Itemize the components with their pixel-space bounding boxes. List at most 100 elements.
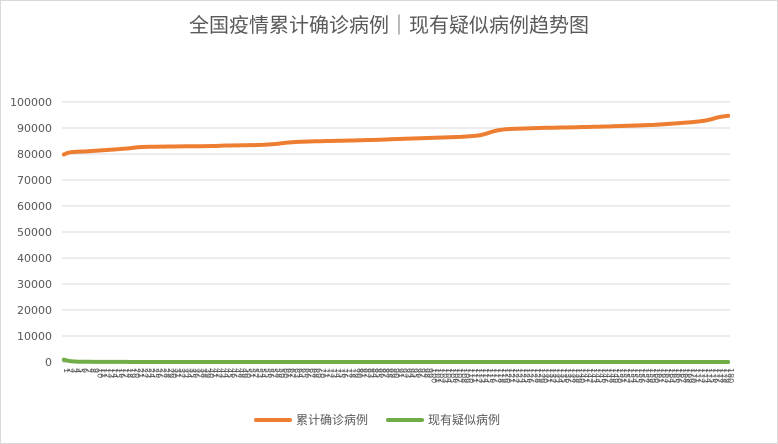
x-tick-label: 6 (80, 368, 89, 373)
x-tick-label: 81 (359, 368, 368, 378)
x-tick-label: 177 (715, 368, 724, 383)
x-tick-label: 170 (689, 368, 698, 383)
y-tick-label: 0 (45, 356, 52, 369)
x-tick-label: 113 (478, 368, 487, 383)
x-tick-label: 1 (62, 368, 71, 373)
x-tick-label: 86 (377, 368, 386, 378)
x-tick-label: 73 (329, 368, 338, 378)
x-tick-label: 161 (656, 368, 665, 383)
y-tick-label: 20000 (17, 304, 52, 317)
legend: 累计确诊病例 现有疑似病例 (254, 412, 500, 427)
x-tick-label: 97 (418, 368, 427, 378)
series-累计确诊病例 (61, 113, 731, 157)
x-tick-label: 65 (299, 368, 308, 378)
x-tick-label: 8 (88, 368, 97, 373)
x-tick-label: 9 (92, 368, 101, 373)
x-tick-label: 179 (722, 368, 731, 383)
x-tick-label: 140 (578, 368, 587, 383)
x-tick-label: 100 (429, 368, 438, 383)
x-tick-label: 19 (129, 368, 138, 378)
x-tick-label: 163 (663, 368, 672, 383)
x-tick-label: 101 (433, 368, 442, 383)
x-tick-label: 16 (118, 368, 127, 378)
x-tick-label: 88 (385, 368, 394, 378)
series-line (61, 113, 731, 157)
x-tick-label: 137 (567, 368, 576, 383)
x-tick-label: 165 (670, 368, 679, 383)
x-tick-label: 119 (500, 368, 509, 383)
x-tick-label: 141 (581, 368, 590, 383)
x-tick-label: 68 (311, 368, 320, 378)
x-tick-label: 110 (466, 368, 475, 383)
x-tick-label: 85 (374, 368, 383, 378)
x-tick-label: 129 (537, 368, 546, 383)
x-tick-label: 3 (69, 368, 78, 373)
x-tick-label: 47 (233, 368, 242, 378)
x-tick-label: 74 (333, 368, 342, 378)
x-tick-label: 132 (548, 368, 557, 383)
x-tick-label: 178 (719, 368, 728, 383)
x-tick-label: 154 (630, 368, 639, 383)
x-tick-label: 45 (225, 368, 234, 378)
x-tick-label: 118 (496, 368, 505, 383)
y-tick-label: 80000 (17, 148, 52, 161)
x-tick-label: 27 (158, 368, 167, 378)
x-tick-label: 26 (155, 368, 164, 378)
y-tick-label: 50000 (17, 226, 52, 239)
x-tick-label: 11 (99, 368, 108, 378)
x-tick-label: 38 (199, 368, 208, 378)
series-line (61, 357, 731, 364)
x-tick-label: 50 (244, 368, 253, 378)
x-tick-label: 138 (570, 368, 579, 383)
x-tick-label: 49 (240, 368, 249, 378)
x-tick-label: 139 (574, 368, 583, 383)
x-tick-label: 21 (136, 368, 145, 378)
x-tick-label: 33 (181, 368, 190, 378)
x-tick-label: 89 (388, 368, 397, 378)
x-tick-label: 79 (351, 368, 360, 378)
x-tick-label: 121 (507, 368, 516, 383)
x-tick-label: 159 (648, 368, 657, 383)
x-tick-label: 82 (362, 368, 371, 378)
x-tick-label: 90 (392, 368, 401, 378)
x-axis-ticks: 1234567891011121314151617181920212223242… (62, 368, 735, 383)
x-tick-label: 162 (659, 368, 668, 383)
y-tick-label: 60000 (17, 200, 52, 213)
x-tick-label: 39 (203, 368, 212, 378)
series-现有疑似病例 (61, 357, 731, 364)
x-tick-label: 40 (207, 368, 216, 378)
x-tick-label: 32 (177, 368, 186, 378)
x-tick-label: 171 (693, 368, 702, 383)
x-tick-label: 12 (103, 368, 112, 378)
x-tick-label: 169 (685, 368, 694, 383)
x-tick-label: 134 (555, 368, 564, 383)
x-tick-label: 64 (296, 368, 305, 378)
x-tick-label: 77 (344, 368, 353, 378)
x-tick-label: 108 (459, 368, 468, 383)
x-tick-label: 61 (285, 368, 294, 378)
x-tick-label: 55 (262, 368, 271, 378)
x-tick-label: 133 (552, 368, 561, 383)
x-tick-label: 30 (169, 368, 178, 378)
x-tick-label: 166 (674, 368, 683, 383)
x-tick-label: 112 (474, 368, 483, 383)
x-tick-label: 53 (255, 368, 264, 378)
x-tick-label: 44 (221, 368, 230, 378)
x-tick-label: 24 (147, 368, 156, 378)
x-tick-label: 156 (637, 368, 646, 383)
x-tick-label: 173 (700, 368, 709, 383)
x-tick-label: 180 (726, 368, 735, 383)
x-tick-label: 80 (355, 368, 364, 378)
x-tick-label: 35 (188, 368, 197, 378)
series-lines (61, 113, 731, 364)
x-tick-label: 92 (400, 368, 409, 378)
y-axis-ticks: 0 10000 20000 30000 40000 50000 60000 70000 8000… (10, 96, 52, 369)
legend-label: 现有疑似病例 (428, 412, 500, 427)
x-tick-label: 149 (611, 368, 620, 383)
x-tick-label: 17 (121, 368, 130, 378)
x-tick-label: 31 (173, 368, 182, 378)
x-tick-label: 172 (696, 368, 705, 383)
gridlines (62, 101, 730, 337)
x-tick-label: 95 (411, 368, 420, 378)
